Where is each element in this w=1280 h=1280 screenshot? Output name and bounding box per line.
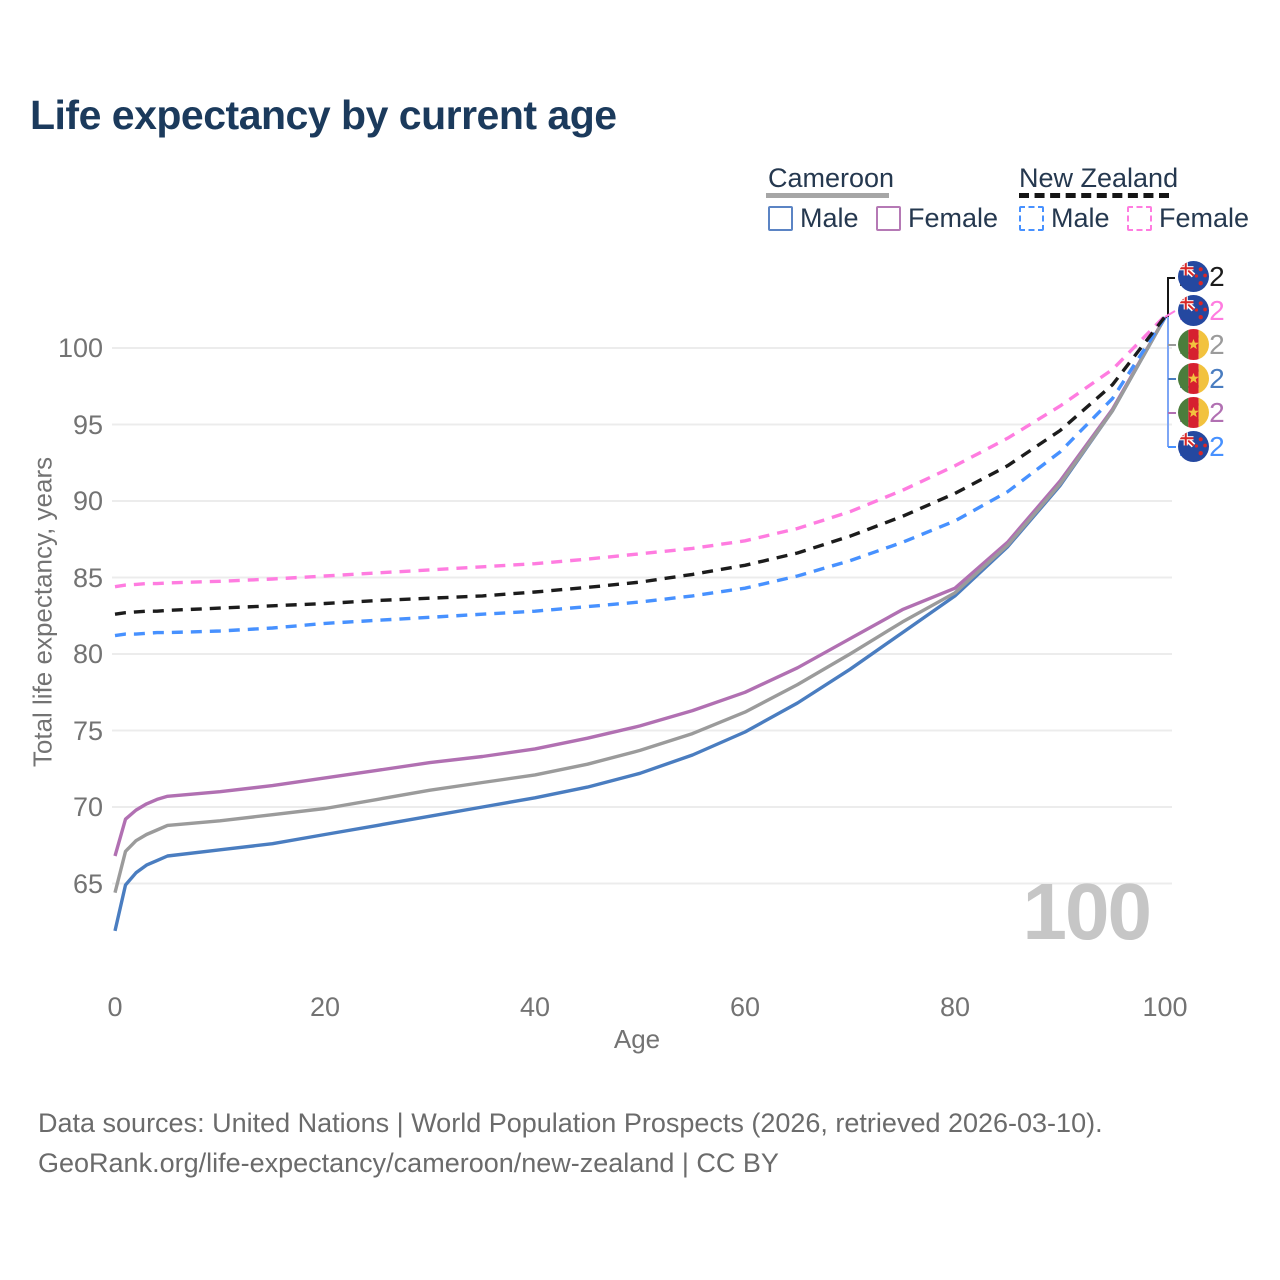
- cameroon-flag-icon: [1178, 363, 1209, 394]
- cameroon-flag-icon: [1178, 397, 1209, 428]
- new-zealand-flag-icon: [1178, 295, 1209, 326]
- x-tick-label: 60: [729, 992, 761, 1022]
- y-tick-label: 85: [72, 562, 103, 593]
- legend-item-new-zealand-male[interactable]: Male: [1019, 203, 1110, 234]
- legend-group-cameroon: Cameroon: [768, 163, 895, 193]
- end-label-row: 102: [1178, 363, 1225, 395]
- footer-attribution: GeoRank.org/life-expectancy/cameroon/new…: [38, 1148, 779, 1178]
- x-tick-label: 40: [519, 992, 551, 1022]
- series-line: [114, 316, 1167, 638]
- series-line: [114, 315, 1167, 616]
- end-label-row: 102: [1178, 397, 1225, 429]
- legend-item-label: Male: [800, 203, 859, 233]
- end-label-row: 102: [1178, 329, 1225, 361]
- x-tick-label: 100: [1142, 992, 1188, 1022]
- legend-item-label: Female: [908, 203, 999, 233]
- end-label-row: 102: [1178, 261, 1225, 293]
- end-label-row: 102: [1178, 295, 1225, 327]
- y-tick-label: 95: [72, 409, 103, 440]
- age-watermark: 100: [1022, 867, 1152, 956]
- y-axis-title: Total life expectancy, years: [27, 456, 58, 768]
- legend-item-label: Female: [1159, 203, 1250, 233]
- legend-new-zealand-line-sample: [1019, 193, 1169, 198]
- new-zealand-male-swatch-icon: [1019, 206, 1044, 231]
- series-line: [114, 314, 1167, 589]
- x-tick-label: 80: [939, 992, 971, 1022]
- y-tick-label: 75: [72, 715, 103, 746]
- legend-item-label: Male: [1051, 203, 1110, 233]
- leader-line: [1164, 310, 1176, 318]
- cameroon-female-swatch-icon: [876, 206, 901, 231]
- page-title: Life expectancy by current age: [30, 92, 617, 138]
- end-label-row: 102: [1178, 431, 1225, 463]
- legend-group-new-zealand: New Zealand: [1019, 163, 1179, 193]
- new-zealand-flag-icon: [1178, 261, 1209, 292]
- x-tick-label: 20: [309, 992, 341, 1022]
- series-line: [113, 316, 1167, 932]
- legend-item-new-zealand-female[interactable]: Female: [1127, 203, 1249, 234]
- new-zealand-flag-icon: [1178, 431, 1209, 462]
- x-tick-label: 0: [107, 992, 123, 1022]
- series-line: [113, 316, 1167, 857]
- series-line: [113, 316, 1167, 894]
- legend-item-cameroon-female[interactable]: Female: [876, 203, 998, 234]
- y-tick-label: 80: [72, 639, 103, 669]
- footer-data-sources: Data sources: United Nations | World Pop…: [38, 1108, 1103, 1138]
- x-axis-title: Age: [613, 1024, 661, 1054]
- y-tick-label: 70: [72, 792, 103, 822]
- legend-cameroon-line-sample: [766, 193, 889, 198]
- y-tick-label: 65: [72, 868, 103, 899]
- legend-item-cameroon-male[interactable]: Male: [768, 203, 859, 234]
- cameroon-flag-icon: [1178, 329, 1209, 360]
- cameroon-male-swatch-icon: [768, 206, 793, 231]
- y-tick-label: 100: [57, 333, 103, 363]
- new-zealand-female-swatch-icon: [1127, 206, 1152, 231]
- y-tick-label: 90: [72, 486, 103, 516]
